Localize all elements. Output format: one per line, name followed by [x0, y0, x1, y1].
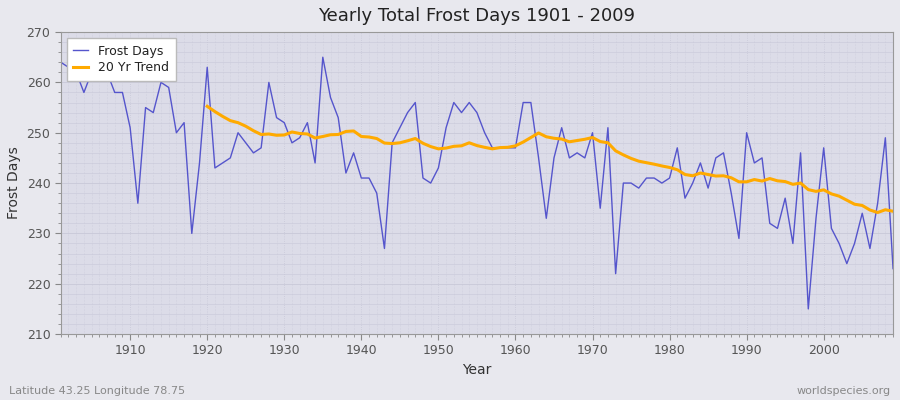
Frost Days: [340, 171, 351, 176]
Frost Days: [510, 146, 521, 150]
Legend: Frost Days, 20 Yr Trend: Frost Days, 20 Yr Trend: [67, 38, 176, 80]
20 Yr Trend: [202, 104, 212, 109]
20 Yr Trend: [788, 182, 798, 187]
20 Yr Trend: [872, 210, 883, 215]
Frost Days: [887, 266, 898, 271]
20 Yr Trend: [410, 136, 420, 141]
Text: Latitude 43.25 Longitude 78.75: Latitude 43.25 Longitude 78.75: [9, 386, 185, 396]
Title: Yearly Total Frost Days 1901 - 2009: Yearly Total Frost Days 1901 - 2009: [319, 7, 635, 25]
Line: Frost Days: Frost Days: [61, 57, 893, 309]
20 Yr Trend: [772, 178, 783, 183]
20 Yr Trend: [857, 203, 868, 208]
Frost Days: [56, 60, 67, 65]
20 Yr Trend: [680, 172, 690, 177]
Frost Days: [318, 55, 328, 60]
20 Yr Trend: [887, 209, 898, 214]
Frost Days: [803, 306, 814, 311]
Frost Days: [286, 140, 297, 145]
Frost Days: [610, 271, 621, 276]
Line: 20 Yr Trend: 20 Yr Trend: [207, 106, 893, 212]
Text: worldspecies.org: worldspecies.org: [796, 386, 891, 396]
20 Yr Trend: [294, 131, 305, 136]
X-axis label: Year: Year: [463, 363, 491, 377]
Frost Days: [518, 100, 528, 105]
Frost Days: [117, 90, 128, 95]
Y-axis label: Frost Days: Frost Days: [7, 147, 21, 220]
